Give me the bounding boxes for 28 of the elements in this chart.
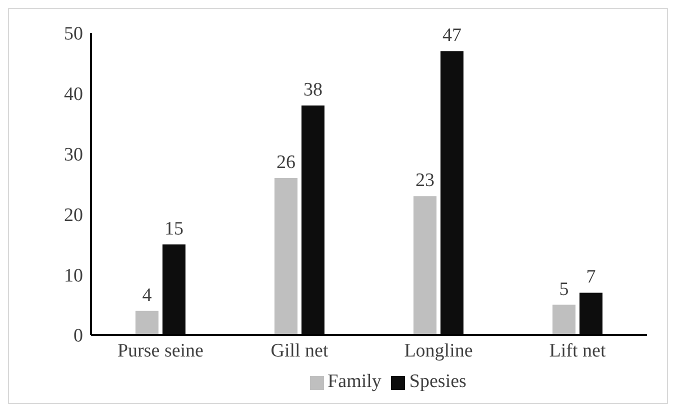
- y-tick-label: 10: [64, 265, 83, 286]
- legend-label: Spesies: [409, 371, 466, 392]
- y-tick-label: 30: [64, 144, 83, 166]
- bar: [135, 310, 158, 335]
- x-tick-label: Lift net: [549, 340, 606, 362]
- y-tick-label: 40: [64, 84, 83, 106]
- y-tick-label: 50: [64, 24, 83, 45]
- data-label: 47: [442, 25, 462, 46]
- data-label: 7: [586, 266, 596, 288]
- y-tick-label: 0: [74, 326, 83, 347]
- data-label: 26: [276, 152, 296, 173]
- data-label: 4: [142, 284, 152, 306]
- legend-label: Family: [328, 371, 382, 392]
- x-tick-label: Gill net: [270, 340, 329, 362]
- bar: [552, 304, 576, 335]
- x-tick-label: Longline: [404, 340, 473, 362]
- bar: [162, 244, 186, 335]
- bar: [579, 292, 602, 335]
- data-label: 23: [415, 170, 434, 192]
- data-label: 5: [559, 278, 569, 300]
- y-tick-label: 20: [64, 204, 83, 226]
- data-label: 15: [164, 218, 184, 240]
- x-tick-label: Purse seine: [117, 340, 204, 362]
- bar: [274, 178, 298, 335]
- bar: [413, 196, 436, 335]
- bar: [301, 105, 324, 335]
- data-label: 38: [303, 79, 322, 100]
- bar: [440, 51, 464, 335]
